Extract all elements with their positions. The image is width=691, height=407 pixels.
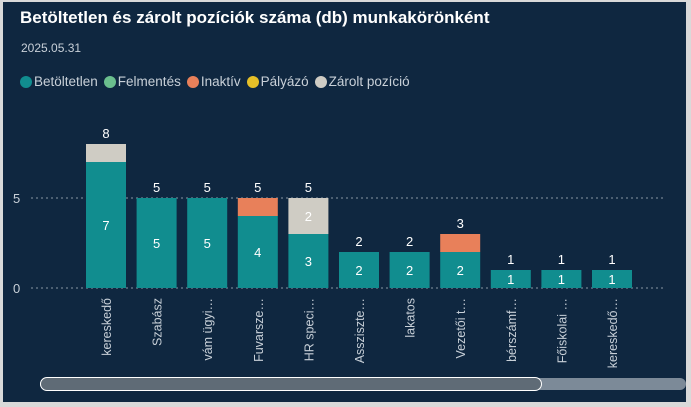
bar-segment: [237, 216, 278, 288]
y-tick-label: 5: [13, 191, 20, 206]
x-tick-label: Asszisztе…: [353, 298, 367, 363]
data-label: 1: [608, 272, 615, 287]
data-label: 2: [406, 263, 413, 278]
legend-label: Betöltetlen: [34, 74, 98, 89]
data-label: 2: [305, 209, 312, 224]
legend-dot-icon: [314, 75, 327, 88]
bar-segment: [86, 144, 126, 162]
total-label: 5: [254, 180, 261, 195]
data-label: 3: [305, 254, 312, 269]
plot-area: 0 5 7 8 kereskedő 5 5 Szabász 5 5 vám ügyi… 4 5 Fuvar…: [13, 126, 663, 368]
total-label: 2: [406, 234, 413, 249]
x-tick-label: Fuvarsze…: [252, 298, 266, 362]
total-label: 1: [608, 252, 615, 267]
x-tick-label: bérszámf…: [505, 298, 519, 362]
bar-segment: [541, 270, 582, 288]
data-label: 2: [355, 263, 362, 278]
legend-item[interactable]: Pályázó: [246, 74, 309, 89]
data-label: 5: [153, 236, 160, 251]
scrollbar-thumb[interactable]: [40, 377, 542, 391]
bar-segment: [86, 162, 126, 288]
chart-subtitle: 2025.05.31: [21, 41, 82, 55]
bar-segment: [288, 234, 329, 288]
chart-card: Betöltetlen és zárolt pozíciók száma (db…: [3, 2, 686, 402]
x-tick-label: lakatos: [404, 298, 418, 338]
total-label: 5: [204, 180, 211, 195]
total-label: 1: [507, 252, 514, 267]
bar-segment: [187, 198, 228, 288]
bar-segment: [237, 198, 278, 216]
x-tick-label: Vezetői t…: [454, 298, 468, 358]
y-tick-label: 0: [13, 281, 20, 296]
data-label: 5: [204, 236, 211, 251]
legend-item[interactable]: Felmentés: [103, 74, 181, 89]
bar-segment: [136, 198, 177, 288]
legend-label: Pályázó: [260, 74, 309, 89]
data-label: 2: [457, 263, 464, 278]
x-tick-label: vám ügyi…: [201, 298, 215, 361]
legend-dot-icon: [246, 75, 259, 88]
data-label: 1: [507, 272, 514, 287]
x-tick-label: Főiskolai …: [555, 298, 569, 363]
x-tick-label: HR speci…: [302, 298, 316, 361]
legend-dot-icon: [186, 75, 199, 88]
legend: Betöltetlen Felmentés Inaktív Pályázó Zárolt…: [20, 74, 410, 89]
total-label: 5: [305, 180, 312, 195]
bar-segment: [339, 252, 379, 288]
data-label: 4: [254, 245, 261, 260]
bar-segment: [440, 252, 481, 288]
total-label: 5: [153, 180, 160, 195]
bar-segment: [389, 252, 430, 288]
legend-dot-icon: [103, 75, 116, 88]
chart-title: Betöltetlen és zárolt pozíciók száma (db…: [20, 8, 490, 27]
legend-label: Felmentés: [117, 74, 181, 89]
x-tick-label: kereskedő: [100, 298, 114, 356]
total-label: 1: [558, 252, 565, 267]
legend-item[interactable]: Betöltetlen: [20, 74, 98, 89]
bar-segment: [440, 234, 481, 252]
legend-label: Zárolt pozíció: [328, 74, 410, 89]
legend-item[interactable]: Inaktív: [186, 74, 241, 89]
total-label: 2: [355, 234, 362, 249]
bar-segment: [592, 270, 632, 288]
data-label: 7: [102, 218, 109, 233]
bar-segment: [490, 270, 531, 288]
data-label: 1: [558, 272, 565, 287]
legend-label: Inaktív: [200, 74, 241, 89]
total-label: 8: [102, 126, 109, 141]
x-tick-label: kereskedő…: [606, 298, 620, 368]
total-label: 3: [457, 216, 464, 231]
x-tick-label: Szabász: [151, 298, 165, 346]
bar-segment: [288, 198, 329, 234]
legend-item[interactable]: Zárolt pozíció: [314, 74, 410, 89]
legend-dot-icon: [20, 75, 32, 88]
